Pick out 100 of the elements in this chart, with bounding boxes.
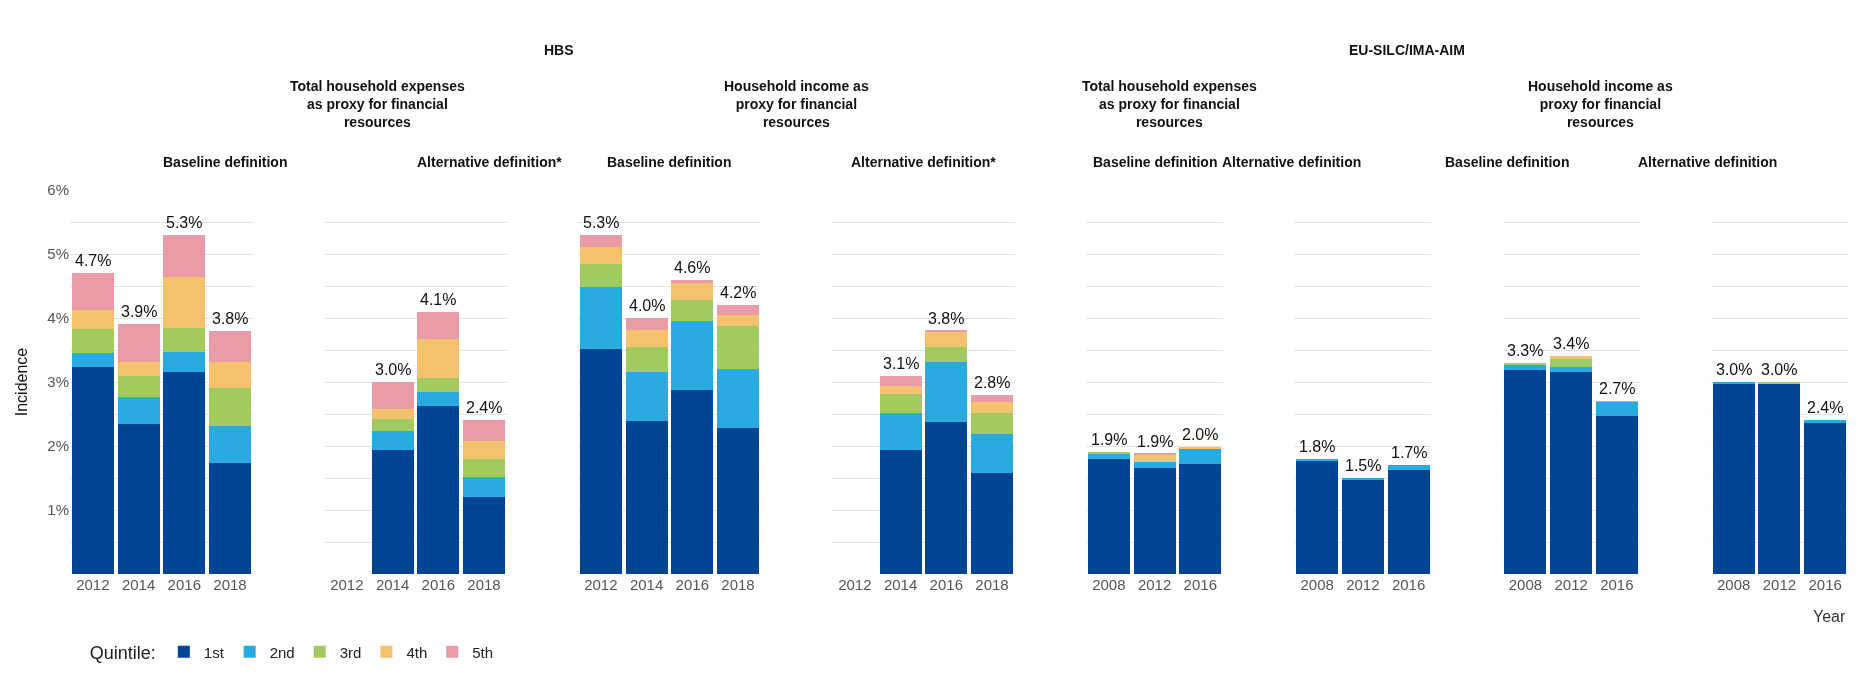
total-label: 4.1% <box>420 291 457 308</box>
bar <box>970 472 1014 574</box>
x-tick-label: 2014 <box>629 576 664 593</box>
bar <box>625 421 668 574</box>
x-tick-label: 2018 <box>975 576 1009 593</box>
legend-label: 5th <box>472 643 494 661</box>
bar <box>579 246 622 265</box>
chart-title: Baseline definition <box>607 154 732 170</box>
x-axis-title: Year <box>1813 608 1846 625</box>
bar <box>1550 366 1593 372</box>
total-label: 2.4% <box>466 399 503 416</box>
bar <box>71 367 114 574</box>
x-tick-label: 2018 <box>467 576 501 593</box>
bar <box>117 362 160 377</box>
chart-title: Alternative definition <box>1222 154 1362 170</box>
chart-title: Alternative definition* <box>851 154 997 170</box>
bar <box>371 382 414 409</box>
bar <box>117 324 160 363</box>
bar <box>1087 458 1130 574</box>
bar <box>1504 362 1547 365</box>
bar <box>417 339 460 378</box>
y-tick-label: 5% <box>47 245 69 263</box>
total-label: 4.0% <box>629 297 666 314</box>
bar <box>1758 383 1801 574</box>
bar <box>716 326 760 370</box>
total-label: 3.9% <box>121 303 158 320</box>
x-tick-label: 2008 <box>1092 576 1126 593</box>
bar <box>462 497 506 574</box>
bar <box>1387 465 1430 470</box>
x-tick-label: 2012 <box>1346 576 1380 593</box>
total-label: 3.0% <box>1716 361 1753 378</box>
x-tick-label: 2012 <box>838 576 872 593</box>
bar <box>1550 356 1593 359</box>
chart-title: Alternative definition* <box>417 154 563 170</box>
bar <box>716 314 760 327</box>
x-tick-label: 2016 <box>675 576 709 593</box>
legend-title: Quintile: <box>89 642 156 663</box>
bar <box>163 328 206 352</box>
bar <box>71 352 114 368</box>
bar <box>716 428 760 574</box>
legend-label: 3rd <box>339 643 362 661</box>
bar <box>579 287 622 350</box>
bar <box>579 349 622 574</box>
total-label: 2.7% <box>1599 380 1636 397</box>
bar <box>163 277 206 329</box>
bar <box>879 375 922 386</box>
x-tick-label: 2016 <box>1600 576 1634 593</box>
bar <box>117 396 160 424</box>
bar <box>579 264 622 288</box>
total-label: 1.7% <box>1391 444 1428 461</box>
bar <box>1296 461 1339 574</box>
bar <box>1550 358 1593 367</box>
bar <box>417 405 460 574</box>
x-tick-label: 2012 <box>1554 576 1588 593</box>
bar <box>671 282 714 301</box>
bar <box>1595 401 1638 416</box>
bar <box>1133 454 1176 462</box>
bar <box>625 318 668 330</box>
x-tick-label: 2018 <box>213 576 247 593</box>
bar <box>925 362 968 422</box>
bar <box>371 430 414 450</box>
total-label: 2.8% <box>974 374 1011 391</box>
x-tick-label: 2008 <box>1300 576 1334 593</box>
x-tick-label: 2012 <box>330 576 364 593</box>
bar <box>716 369 760 429</box>
bar <box>879 412 922 450</box>
bar <box>716 305 760 315</box>
y-tick-label: 6% <box>47 181 69 199</box>
y-axis-title: Incidence <box>13 347 31 417</box>
legend-label: 1st <box>203 643 225 661</box>
total-label: 4.2% <box>720 284 757 301</box>
bar <box>625 346 668 373</box>
bar <box>671 300 714 321</box>
x-tick-label: 2018 <box>721 576 755 593</box>
bar <box>1341 479 1384 574</box>
chart-title: Alternative definition <box>1638 154 1778 170</box>
bar <box>671 320 714 390</box>
x-tick-label: 2016 <box>1391 576 1426 593</box>
bar <box>163 234 206 278</box>
bar <box>71 309 114 329</box>
text: Household income as proxy for financial resources <box>724 78 869 131</box>
chart-title: Baseline definition <box>163 154 288 170</box>
total-label: 3.0% <box>375 361 412 378</box>
bar <box>1595 415 1638 574</box>
chart-title: Baseline definition <box>1445 154 1570 170</box>
legend-label: 2nd <box>269 643 295 661</box>
bar <box>625 372 668 422</box>
x-tick-label: 2016 <box>1808 576 1842 593</box>
bar <box>1387 469 1430 574</box>
chart-title: Baseline definition <box>1093 154 1218 170</box>
x-tick-label: 2012 <box>1137 576 1172 593</box>
bar <box>879 449 922 574</box>
bar <box>462 440 506 459</box>
bar <box>1804 420 1847 423</box>
bar <box>671 389 714 574</box>
total-label: 3.3% <box>1507 342 1544 359</box>
bar <box>208 362 252 388</box>
bar <box>970 402 1014 413</box>
text: HBS <box>544 42 574 58</box>
total-label: 4.6% <box>674 259 711 276</box>
